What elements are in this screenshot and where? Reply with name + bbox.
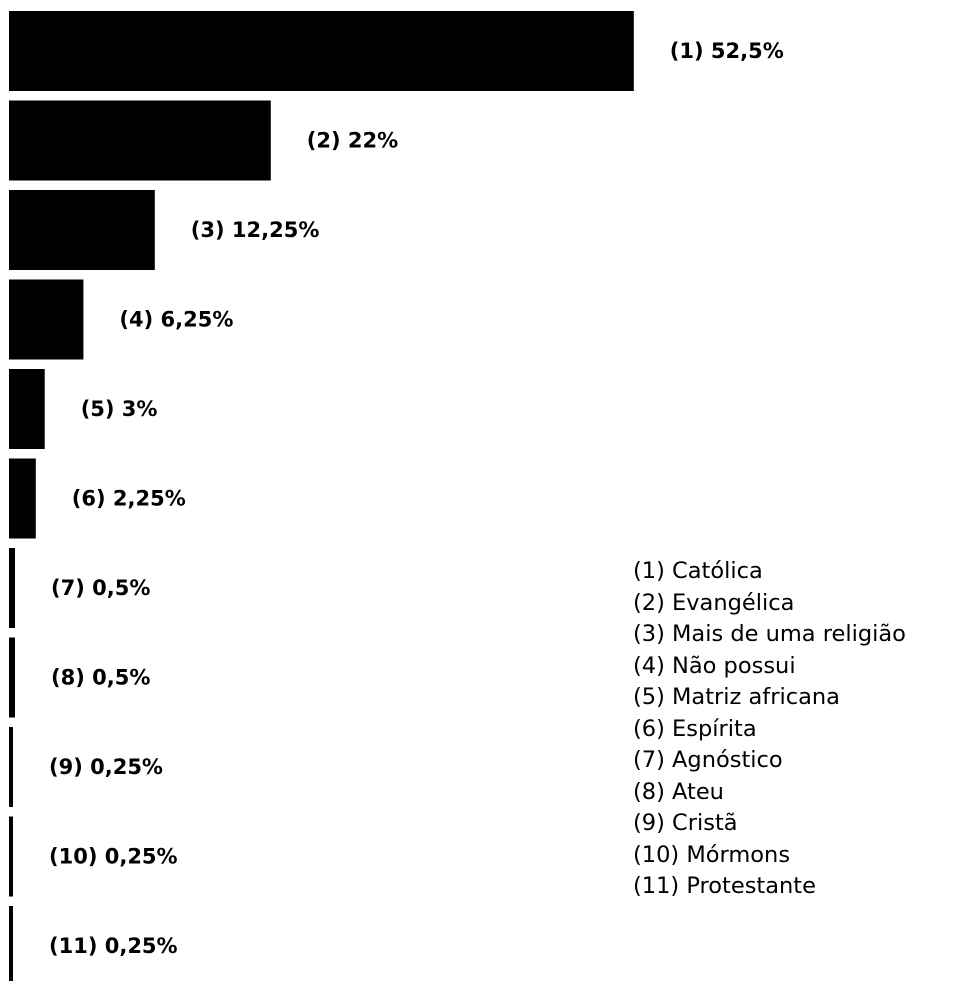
bar-6 — [9, 458, 36, 539]
bar-7 — [9, 548, 15, 628]
bar-2 — [9, 100, 271, 181]
data-label-3: (3) 12,25% — [191, 218, 320, 242]
bar-8 — [9, 637, 15, 718]
legend-item-1: (1) Católica — [633, 558, 763, 584]
legend-item-3: (3) Mais de uma religião — [633, 621, 906, 647]
legend-item-9: (9) Cristã — [633, 810, 738, 836]
bar-3 — [9, 190, 155, 270]
bar-11 — [9, 906, 13, 981]
legend-item-11: (11) Protestante — [633, 873, 816, 899]
data-label-2: (2) 22% — [307, 129, 398, 153]
data-label-6: (6) 2,25% — [72, 487, 186, 511]
legend: (1) Católica (2) Evangélica (3) Mais de um… — [633, 556, 960, 903]
legend-item-4: (4) Não possui — [633, 652, 796, 679]
data-label-1: (1) 52,5% — [670, 39, 784, 63]
legend-item-7: (7) Agnóstico — [633, 747, 783, 773]
legend-item-10: (10) Mórmons — [633, 841, 791, 868]
data-label-9: (9) 0,25% — [49, 755, 163, 779]
data-label-11: (11) 0,25% — [49, 934, 178, 958]
legend-item-6: (6) Espírita — [633, 715, 757, 742]
data-label-7: (7) 0,5% — [51, 576, 150, 600]
bar-9 — [9, 727, 13, 807]
bar-10 — [9, 816, 13, 897]
data-label-8: (8) 0,5% — [51, 666, 150, 690]
data-labels-group: (1) 52,5% (2) 22% (3) 12,25% (4) 6,25% (5) 3… — [49, 39, 784, 958]
bar-5 — [9, 369, 45, 449]
data-label-4: (4) 6,25% — [119, 308, 233, 332]
legend-item-8: (8) Ateu — [633, 778, 724, 805]
legend-item-5: (5) Matriz africana — [633, 684, 840, 710]
data-label-10: (10) 0,25% — [49, 845, 178, 869]
bars-group — [9, 11, 634, 981]
bar-1 — [9, 11, 634, 91]
legend-item-2: (2) Evangélica — [633, 589, 795, 616]
bar-4 — [9, 279, 84, 360]
data-label-5: (5) 3% — [81, 397, 158, 421]
